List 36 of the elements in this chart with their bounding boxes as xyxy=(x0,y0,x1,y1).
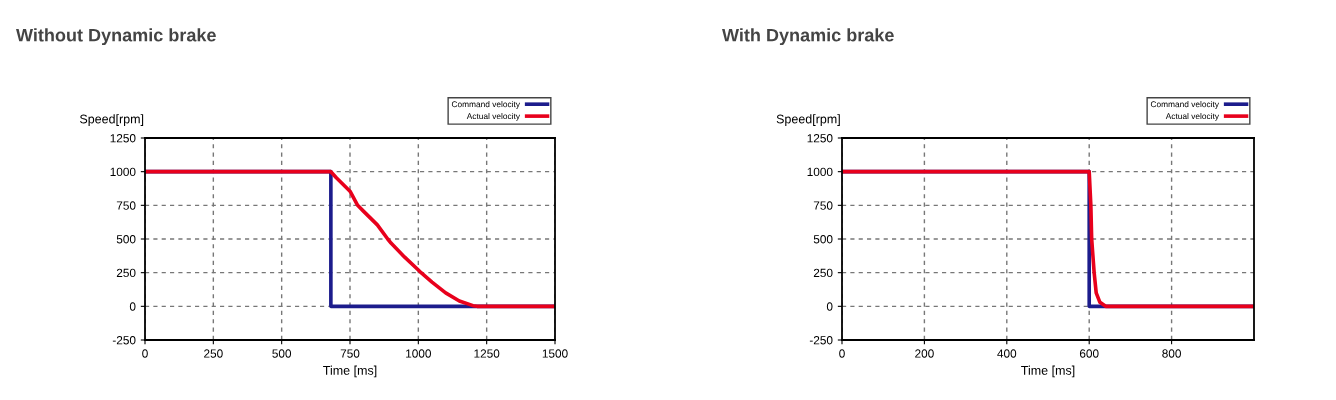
x-tick-label: 500 xyxy=(272,349,292,358)
x-tick-label: 250 xyxy=(204,349,223,358)
legend-label: Actual velocity xyxy=(466,112,520,121)
y-tick-label: 250 xyxy=(116,268,136,278)
chart-title: Without Dynamic brake xyxy=(16,28,216,46)
y-tick-label: 500 xyxy=(813,235,833,244)
y-tick-label: -250 xyxy=(809,336,833,345)
y-tick-label: 1000 xyxy=(110,167,136,177)
x-tick-label: 750 xyxy=(340,349,360,358)
y-axis-title: Speed[rpm] xyxy=(776,114,840,126)
legend-label: Command velocity xyxy=(451,101,520,109)
x-tick-label: 0 xyxy=(839,349,845,358)
y-tick-label: 1250 xyxy=(807,134,833,143)
y-axis-title: Speed[rpm] xyxy=(79,114,144,126)
y-tick-label: 0 xyxy=(826,302,833,311)
x-tick-label: 600 xyxy=(1079,349,1099,358)
x-tick-label: 800 xyxy=(1162,349,1181,358)
y-tick-label: -250 xyxy=(112,336,136,345)
x-tick-label: 400 xyxy=(997,349,1017,358)
legend-label: Command velocity xyxy=(1150,101,1219,109)
y-tick-label: 750 xyxy=(116,201,136,210)
chart-title: With Dynamic brake xyxy=(722,28,894,46)
x-tick-label: 0 xyxy=(142,349,148,358)
x-tick-label: 1250 xyxy=(474,349,500,358)
y-tick-label: 1250 xyxy=(110,134,136,143)
x-axis-title: Time [ms] xyxy=(1021,365,1075,378)
x-tick-label: 1000 xyxy=(406,349,431,358)
y-tick-label: 500 xyxy=(116,235,136,244)
y-tick-label: 750 xyxy=(813,201,833,210)
x-axis-title: Time [ms] xyxy=(323,365,377,378)
x-tick-label: 200 xyxy=(915,349,934,358)
y-tick-label: 0 xyxy=(129,302,136,311)
y-tick-label: 250 xyxy=(813,268,833,278)
x-tick-label: 1500 xyxy=(542,349,568,358)
legend-label: Actual velocity xyxy=(1165,112,1219,121)
y-tick-label: 1000 xyxy=(807,167,833,177)
